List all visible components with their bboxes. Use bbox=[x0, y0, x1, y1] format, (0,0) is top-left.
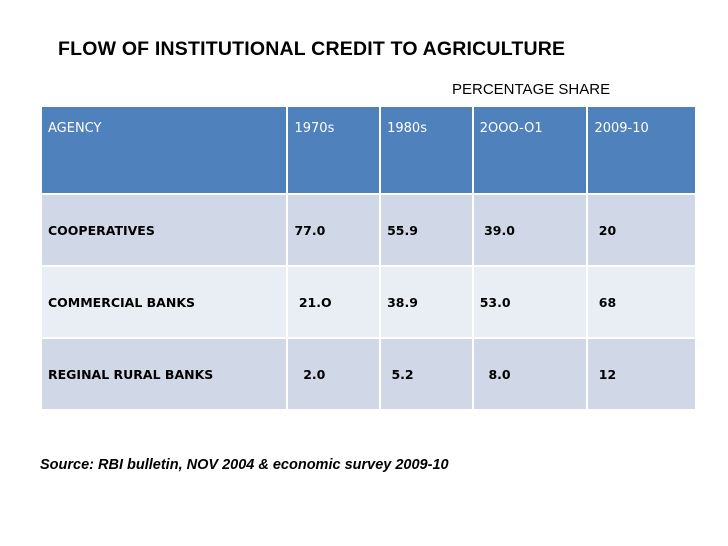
source-note: Source: RBI bulletin, NOV 2004 & economi… bbox=[40, 457, 449, 473]
table-row: REGINAL RURAL BANKS 2.0 5.2 8.0 12 bbox=[39, 337, 697, 411]
cell-agency: REGINAL RURAL BANKS bbox=[39, 337, 289, 411]
table-row: COOPERATIVES 77.0 55.9 39.0 20 bbox=[39, 193, 697, 267]
header-1970s: 1970s bbox=[286, 105, 382, 195]
cell-value: 2.0 bbox=[286, 337, 382, 411]
header-agency: AGENCY bbox=[39, 105, 289, 195]
credit-table: AGENCY 1970s 1980s 2OOO-O1 2009-10 COOPE… bbox=[39, 105, 697, 411]
cell-agency: COMMERCIAL BANKS bbox=[39, 265, 289, 339]
cell-value: 38.9 bbox=[379, 265, 474, 339]
cell-value: 77.0 bbox=[286, 193, 382, 267]
cell-value: 5.2 bbox=[379, 337, 474, 411]
header-1980s: 1980s bbox=[379, 105, 474, 195]
header-2009-10: 2009-10 bbox=[586, 105, 697, 195]
header-2000-01: 2OOO-O1 bbox=[471, 105, 589, 195]
table-header-row: AGENCY 1970s 1980s 2OOO-O1 2009-10 bbox=[39, 105, 697, 195]
page-title: FLOW OF INSTITUTIONAL CREDIT TO AGRICULT… bbox=[58, 38, 566, 60]
cell-value: 39.0 bbox=[471, 193, 589, 267]
table-subtitle: PERCENTAGE SHARE bbox=[452, 81, 611, 98]
cell-value: 53.0 bbox=[471, 265, 589, 339]
cell-value: 12 bbox=[586, 337, 697, 411]
cell-value: 55.9 bbox=[379, 193, 474, 267]
cell-value: 68 bbox=[586, 265, 697, 339]
cell-value: 21.O bbox=[286, 265, 382, 339]
cell-value: 8.0 bbox=[471, 337, 589, 411]
table-row: COMMERCIAL BANKS 21.O 38.9 53.0 68 bbox=[39, 265, 697, 339]
cell-value: 20 bbox=[586, 193, 697, 267]
cell-agency: COOPERATIVES bbox=[39, 193, 289, 267]
